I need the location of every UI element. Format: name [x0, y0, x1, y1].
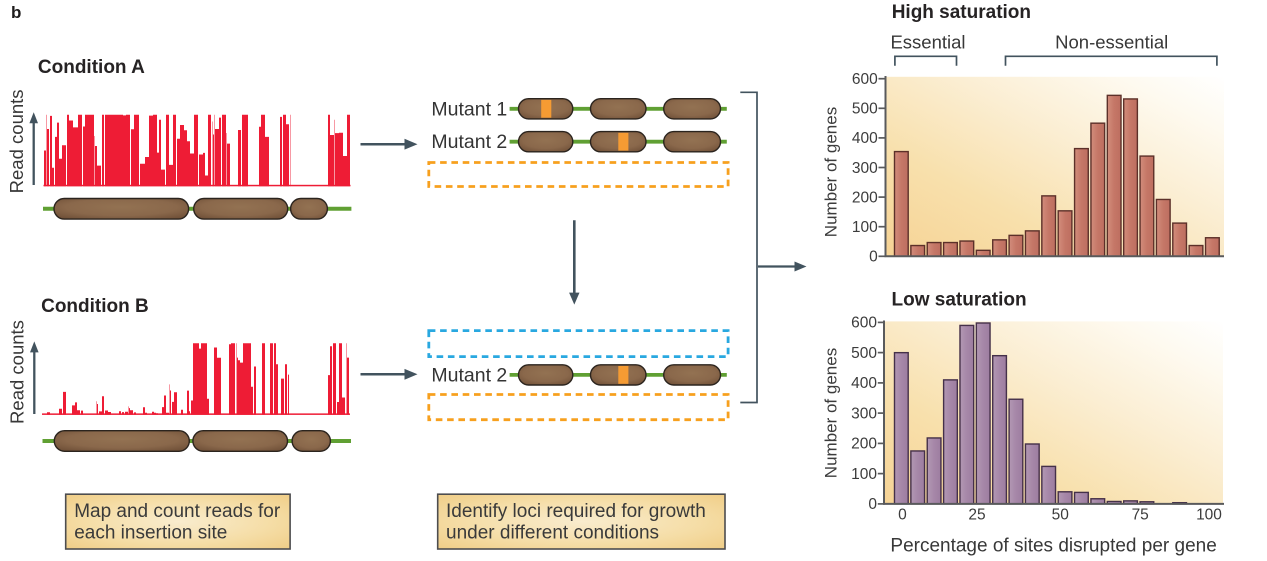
svg-text:under different conditions: under different conditions [446, 522, 659, 543]
svg-text:0: 0 [898, 507, 907, 524]
svg-text:each insertion site: each insertion site [74, 522, 227, 543]
svg-text:200: 200 [851, 436, 877, 453]
svg-text:0: 0 [868, 496, 877, 513]
svg-text:High saturation: High saturation [892, 2, 1031, 23]
svg-text:50: 50 [1052, 507, 1070, 524]
svg-text:100: 100 [851, 466, 877, 483]
svg-text:600: 600 [852, 71, 878, 88]
svg-text:Essential: Essential [890, 32, 965, 53]
svg-text:Condition B: Condition B [41, 296, 149, 317]
svg-text:Low saturation: Low saturation [892, 290, 1027, 311]
svg-text:400: 400 [851, 375, 877, 392]
svg-text:100: 100 [852, 219, 878, 236]
svg-text:100: 100 [1196, 507, 1222, 524]
svg-text:200: 200 [852, 189, 878, 206]
svg-text:Identify loci required for gro: Identify loci required for growth [446, 501, 706, 522]
svg-text:Map and count reads for: Map and count reads for [74, 501, 281, 522]
svg-text:Percentage of sites disrupted: Percentage of sites disrupted per gene [890, 535, 1216, 556]
svg-text:500: 500 [851, 345, 877, 362]
svg-text:300: 300 [852, 160, 878, 177]
svg-text:Non-essential: Non-essential [1055, 32, 1168, 53]
svg-text:400: 400 [852, 130, 878, 147]
svg-text:Read counts: Read counts [7, 320, 28, 424]
svg-text:Number of genes: Number of genes [822, 348, 841, 478]
svg-text:500: 500 [852, 101, 878, 118]
svg-text:Read counts: Read counts [6, 89, 27, 193]
svg-text:Mutant 1: Mutant 1 [431, 98, 507, 120]
svg-text:75: 75 [1132, 507, 1149, 524]
svg-text:Mutant 2: Mutant 2 [431, 364, 507, 386]
svg-text:0: 0 [869, 249, 878, 266]
svg-text:Condition A: Condition A [38, 57, 145, 78]
svg-text:Mutant 2: Mutant 2 [431, 131, 507, 153]
svg-text:300: 300 [851, 405, 877, 422]
svg-text:b: b [11, 3, 21, 22]
svg-text:25: 25 [968, 507, 985, 524]
svg-text:600: 600 [851, 315, 877, 332]
svg-text:Number of genes: Number of genes [822, 107, 841, 237]
